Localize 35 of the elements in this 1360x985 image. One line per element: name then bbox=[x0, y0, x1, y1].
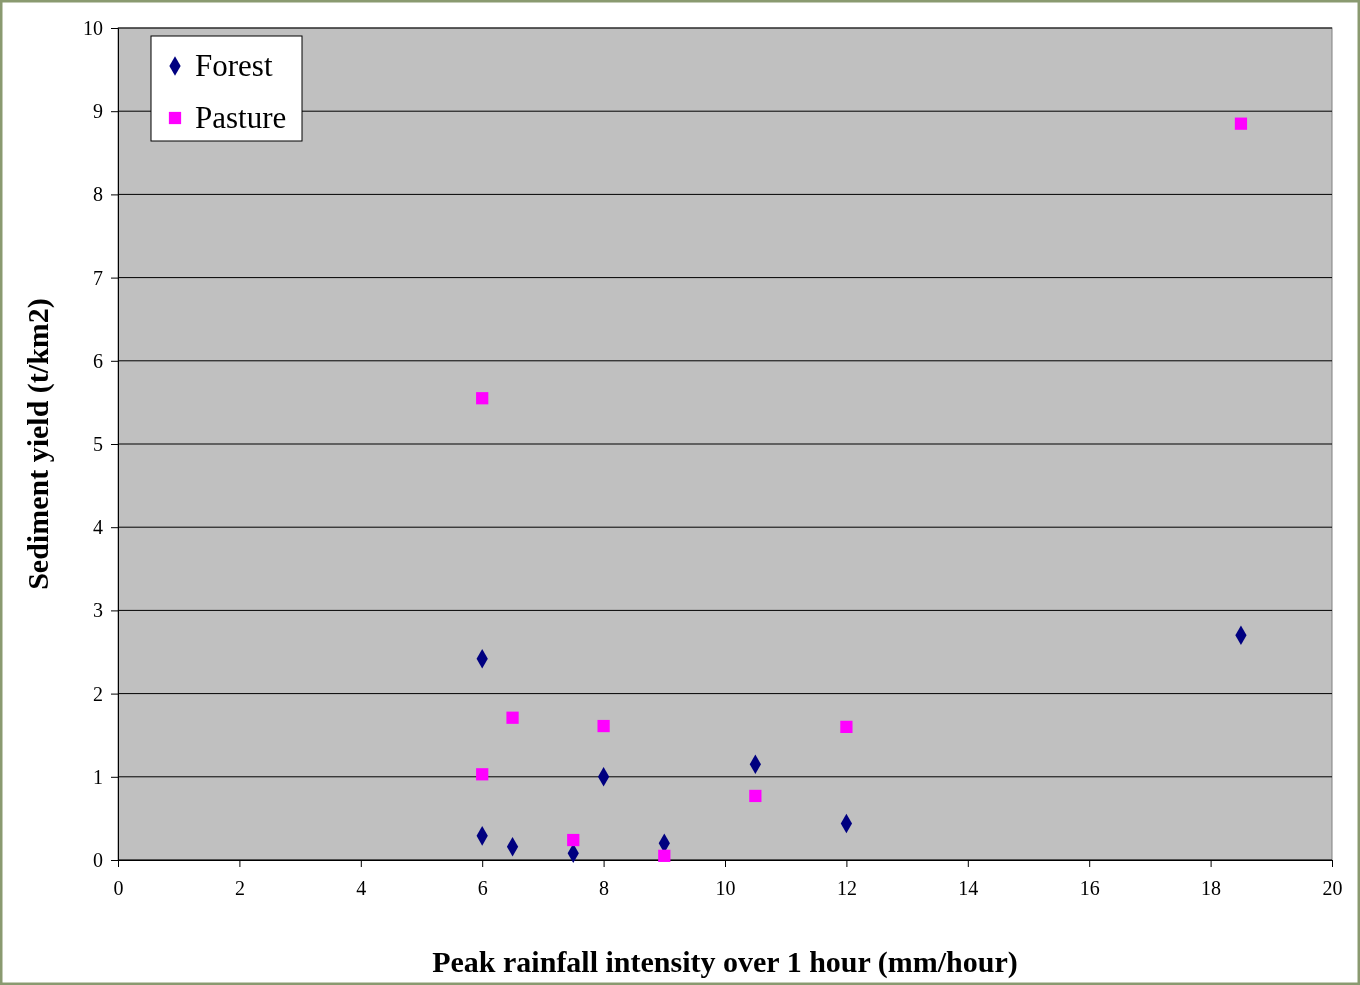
legend-label: Forest bbox=[195, 48, 273, 83]
y-tick-label: 4 bbox=[93, 516, 103, 539]
legend-label: Pasture bbox=[195, 100, 287, 135]
y-tick-label: 7 bbox=[93, 266, 103, 289]
x-tick-label: 8 bbox=[599, 877, 610, 900]
point bbox=[658, 849, 671, 862]
y-tick-label: 6 bbox=[93, 349, 103, 372]
x-tick-label: 0 bbox=[113, 877, 124, 900]
y-tick-label: 5 bbox=[93, 432, 103, 455]
x-tick-label: 18 bbox=[1201, 877, 1222, 900]
x-axis-title: Peak rainfall intensity over 1 hour (mm/hour) bbox=[432, 945, 1018, 979]
point bbox=[1234, 117, 1248, 130]
point bbox=[506, 711, 519, 724]
point bbox=[476, 392, 489, 405]
point bbox=[840, 720, 853, 733]
x-tick-label: 20 bbox=[1322, 877, 1343, 900]
y-tick-label: 10 bbox=[83, 16, 103, 39]
x-tick-label: 10 bbox=[715, 877, 736, 900]
y-tick-label: 9 bbox=[93, 100, 103, 123]
point bbox=[567, 833, 580, 847]
y-tick-label: 8 bbox=[93, 183, 103, 206]
x-tick-label: 12 bbox=[836, 877, 857, 900]
y-tick-label: 1 bbox=[93, 765, 103, 788]
x-tick-label: 2 bbox=[234, 877, 245, 900]
y-tick-label: 3 bbox=[93, 599, 103, 622]
y-tick-label: 2 bbox=[93, 682, 103, 705]
x-tick-label: 4 bbox=[356, 877, 367, 900]
x-tick-label: 16 bbox=[1079, 877, 1100, 900]
point bbox=[749, 789, 762, 803]
y-tick-label: 0 bbox=[93, 848, 103, 871]
point bbox=[476, 768, 489, 781]
x-tick-label: 14 bbox=[958, 877, 979, 900]
point bbox=[597, 719, 610, 733]
y-axis-title: Sediment yield (t/km2) bbox=[21, 298, 55, 590]
x-tick-label: 6 bbox=[477, 877, 488, 900]
